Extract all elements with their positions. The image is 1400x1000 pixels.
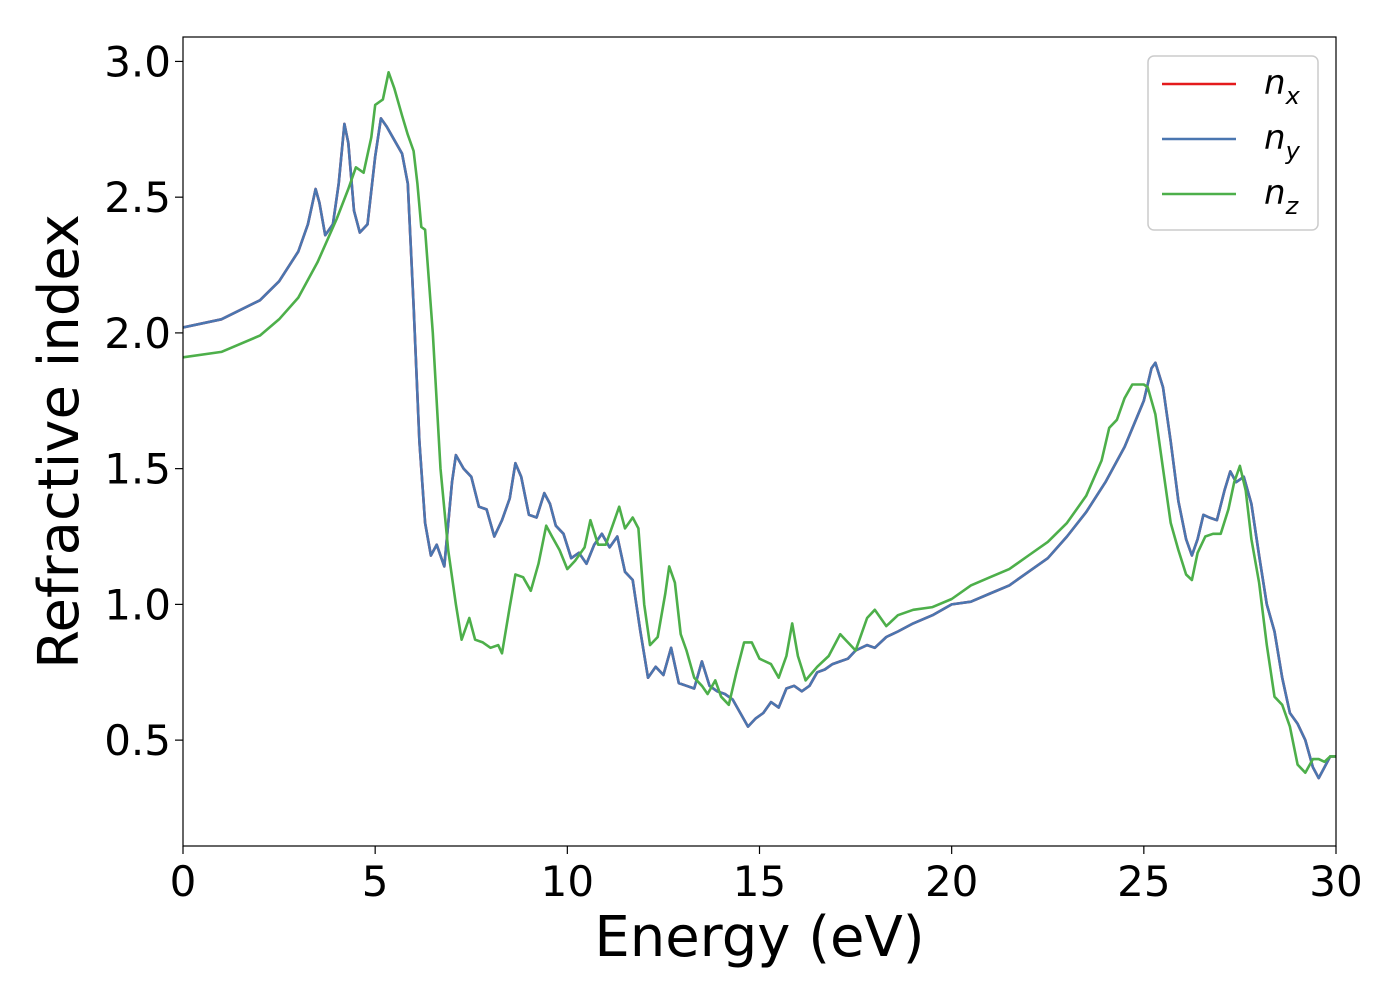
x-tick-label: 20: [925, 857, 978, 906]
y-axis-ticks: 0.5 1.0 1.5 2.0 2.5 3.0: [104, 37, 183, 765]
legend: nx ny nz: [1147, 55, 1319, 231]
x-tick-label: 0: [170, 857, 197, 906]
x-axis-label: Energy (eV): [594, 905, 924, 970]
y-tick-label: 1.5: [104, 445, 171, 494]
x-tick-label: 30: [1309, 857, 1362, 906]
y-tick-label: 1.0: [104, 580, 171, 629]
y-tick-label: 3.0: [104, 37, 171, 86]
x-tick-label: 10: [541, 857, 594, 906]
legend-entry-y: ny: [1162, 118, 1301, 165]
plot-lines: [183, 71, 1336, 780]
y-tick-label: 2.0: [104, 309, 171, 358]
series-line-y: [183, 117, 1336, 780]
legend-label: nz: [1264, 173, 1300, 220]
x-tick-label: 5: [362, 857, 389, 906]
series-line-z: [183, 71, 1336, 774]
legend-label: nx: [1264, 63, 1301, 110]
y-tick-label: 2.5: [104, 173, 171, 222]
legend-box: [1147, 55, 1319, 231]
x-axis-ticks: 0 5 10 15 20 25 30: [170, 846, 1363, 906]
legend-label: ny: [1264, 118, 1301, 165]
x-tick-label: 25: [1117, 857, 1170, 906]
y-tick-label: 0.5: [104, 716, 171, 765]
legend-entry-x: nx: [1162, 63, 1301, 110]
legend-entry-z: nz: [1162, 173, 1300, 220]
x-tick-label: 15: [733, 857, 786, 906]
y-axis-label: Refractive index: [27, 214, 92, 669]
